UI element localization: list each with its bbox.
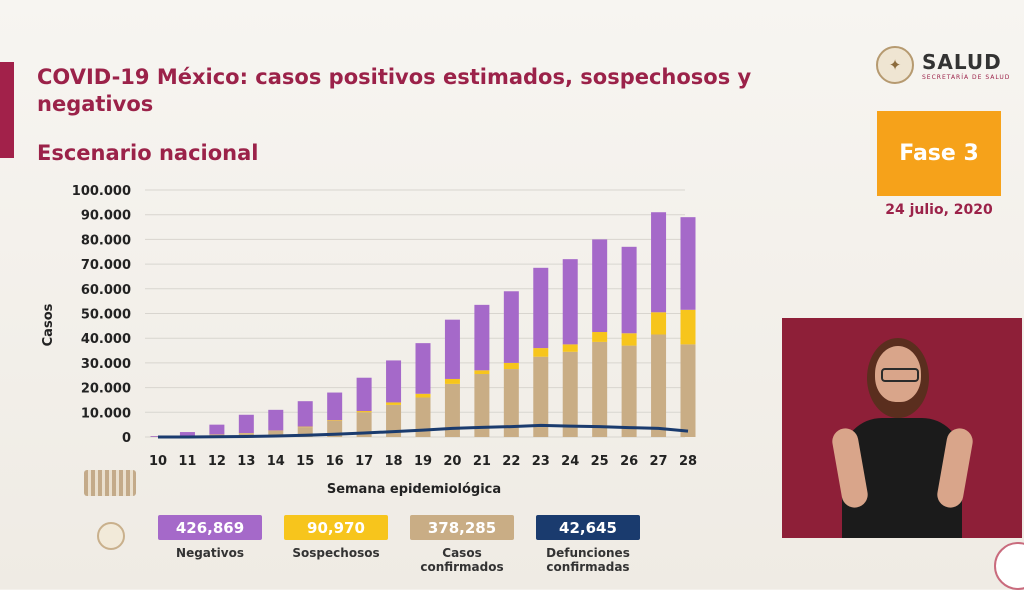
x-tick-label: 27 (650, 454, 668, 469)
bar-segment (592, 342, 607, 437)
bar-segment (533, 268, 548, 348)
legend-item: 90,970 Sospechosos (284, 515, 388, 560)
legend-value: 378,285 (410, 515, 514, 540)
bar-segment (416, 343, 431, 394)
y-tick-label: 30.000 (81, 357, 131, 372)
legend-value: 42,645 (536, 515, 640, 540)
legend-label: Casos confirmados (410, 546, 514, 574)
bar-segment (327, 420, 342, 421)
bar-segment (563, 259, 578, 344)
legend-item: 378,285 Casos confirmados (410, 515, 514, 574)
bar-segment (386, 402, 401, 404)
salud-logo: ✦ SALUD SECRETARÍA DE SALUD (876, 46, 1010, 84)
bar-segment (563, 352, 578, 437)
bar-segment (268, 410, 283, 431)
bar-segment (681, 217, 696, 310)
legend-label: Defunciones confirmadas (536, 546, 640, 574)
bar-segment (445, 320, 460, 379)
y-tick-label: 70.000 (81, 258, 131, 273)
seal-icon: ✦ (876, 46, 914, 84)
legend-item: 426,869 Negativos (158, 515, 262, 560)
bar-segment (681, 310, 696, 345)
x-tick-label: 17 (355, 454, 373, 469)
small-seal-icon (97, 522, 125, 550)
y-tick-label: 10.000 (81, 406, 131, 421)
bar-segment (239, 415, 254, 433)
x-tick-label: 10 (149, 454, 167, 469)
bar-segment (357, 378, 372, 411)
y-tick-label: 90.000 (81, 209, 131, 224)
bar-segment (474, 370, 489, 374)
y-tick-label: 100.000 (72, 184, 131, 199)
y-tick-label: 80.000 (81, 233, 131, 248)
bar-segment (651, 212, 666, 312)
x-tick-label: 28 (679, 454, 697, 469)
bar-segment (474, 305, 489, 370)
x-tick-label: 15 (296, 454, 314, 469)
bar-segment (445, 379, 460, 384)
legend-value: 90,970 (284, 515, 388, 540)
bar-segment (533, 348, 548, 357)
bar-segment (180, 432, 195, 436)
bar-segment (209, 425, 224, 435)
bar-segment (622, 247, 637, 333)
x-axis-label: Semana epidemiológica (327, 482, 501, 497)
report-date: 24 julio, 2020 (877, 201, 1001, 220)
bar-segment (563, 344, 578, 351)
bar-segment (622, 346, 637, 437)
stacked-bar-chart: Casos Semana epidemiológica 0 10.000 20.00… (0, 40, 730, 500)
emblem-icon (84, 470, 136, 496)
x-tick-label: 16 (326, 454, 344, 469)
sign-language-interpreter (782, 318, 1022, 538)
y-tick-label: 0 (122, 431, 131, 446)
bar-segment (651, 312, 666, 334)
x-tick-label: 21 (473, 454, 491, 469)
y-tick-label: 50.000 (81, 308, 131, 323)
x-tick-label: 20 (443, 454, 461, 469)
y-tick-label: 40.000 (81, 332, 131, 347)
x-tick-label: 24 (561, 454, 579, 469)
bar-segment (298, 401, 313, 426)
bar-segment (416, 394, 431, 398)
bar-segment (681, 344, 696, 437)
x-tick-label: 13 (237, 454, 255, 469)
y-tick-label: 60.000 (81, 283, 131, 298)
y-axis-label: Casos (41, 303, 56, 346)
bar-segment (504, 363, 519, 369)
x-tick-label: 12 (208, 454, 226, 469)
legend-label: Negativos (158, 546, 262, 560)
bar-segment (651, 334, 666, 437)
bar-segment (327, 393, 342, 421)
x-tick-label: 25 (591, 454, 609, 469)
bar-segment (622, 333, 637, 345)
x-tick-label: 14 (267, 454, 285, 469)
glasses-icon (881, 368, 919, 382)
legend-item: 42,645 Defunciones confirmadas (536, 515, 640, 574)
legend-label: Sospechosos (284, 546, 388, 560)
x-tick-label: 19 (414, 454, 432, 469)
legend-value: 426,869 (158, 515, 262, 540)
x-tick-label: 23 (532, 454, 550, 469)
phase-badge: Fase 3 (877, 111, 1001, 196)
x-tick-label: 11 (178, 454, 196, 469)
x-tick-label: 26 (620, 454, 638, 469)
bar-segment (357, 411, 372, 412)
x-tick-label: 18 (385, 454, 403, 469)
logo-text: SALUD (922, 50, 1010, 74)
y-tick-label: 20.000 (81, 382, 131, 397)
logo-subtext: SECRETARÍA DE SALUD (922, 74, 1010, 81)
bar-segment (592, 239, 607, 332)
bar-segment (592, 332, 607, 342)
bar-segment (504, 291, 519, 363)
bar-segment (386, 360, 401, 402)
x-tick-label: 22 (502, 454, 520, 469)
